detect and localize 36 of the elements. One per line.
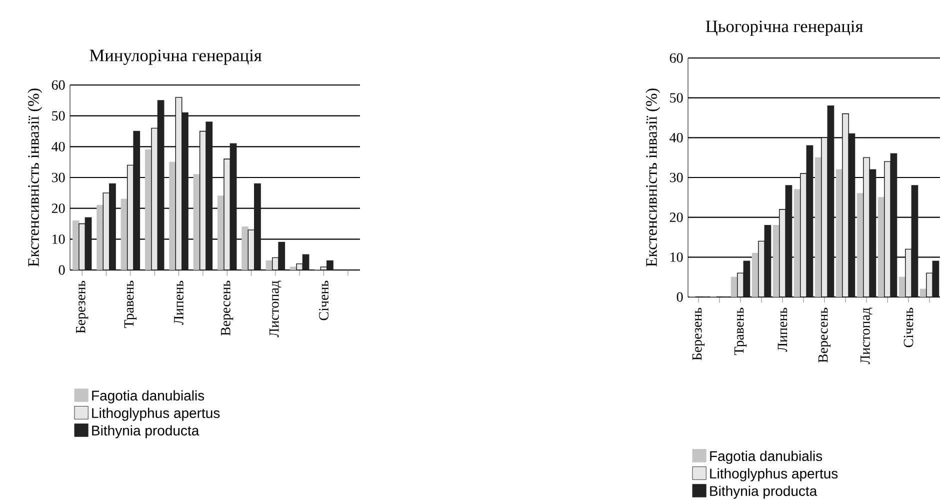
y-tick-label: 30: [52, 172, 65, 182]
x-tick-label: Січень: [904, 308, 914, 348]
y-tick-label: 10: [52, 234, 65, 244]
y-tick-label: 40: [670, 132, 683, 142]
x-tick-label: Листопад: [860, 308, 872, 364]
y-tick-label: 60: [670, 53, 683, 63]
y-tick-label: 50: [52, 111, 65, 121]
y-tick-label: 10: [670, 252, 683, 262]
x-tick-label: Липень: [778, 308, 788, 352]
chart-title: Минулорічна генерація: [90, 50, 262, 65]
x-tick-label: Вересень: [221, 280, 234, 336]
legend-label: Bithynia producta: [92, 425, 200, 438]
x-tick-label: Травень: [124, 280, 136, 328]
x-tick-label: Вересень: [818, 308, 831, 363]
y-tick-label: 40: [52, 142, 65, 152]
x-tick-label: Листопад: [270, 280, 282, 338]
legend-label: Fagotia danubialis: [92, 390, 204, 404]
y-axis-title: Екстенсивність інвазії (%): [28, 88, 42, 267]
x-tick-label: Березень: [692, 308, 705, 360]
y-tick-label: 20: [52, 204, 65, 214]
legend-label: Lithoglyphus apertus: [92, 408, 220, 421]
y-tick-label: 20: [670, 212, 683, 222]
x-tick-label: Травень: [734, 308, 747, 355]
y-tick-label: 30: [670, 172, 683, 182]
legend-label: Lithoglyphus apertus: [710, 468, 838, 482]
legend-label: Fagotia danubialis: [710, 450, 822, 464]
x-tick-label: Березень: [76, 280, 88, 334]
y-tick-label: 0: [676, 292, 683, 302]
y-axis-title: Екстенсивність інвазії (%): [646, 88, 660, 267]
y-tick-label: 50: [670, 93, 683, 103]
x-tick-label: Січень: [319, 280, 328, 320]
y-tick-label: 60: [52, 80, 65, 90]
legend-label: Bithynia producta: [710, 486, 818, 499]
y-tick-label: 0: [58, 265, 65, 275]
chart-title: Цьогорічна генерація: [706, 20, 863, 36]
x-tick-label: Липень: [174, 280, 184, 325]
